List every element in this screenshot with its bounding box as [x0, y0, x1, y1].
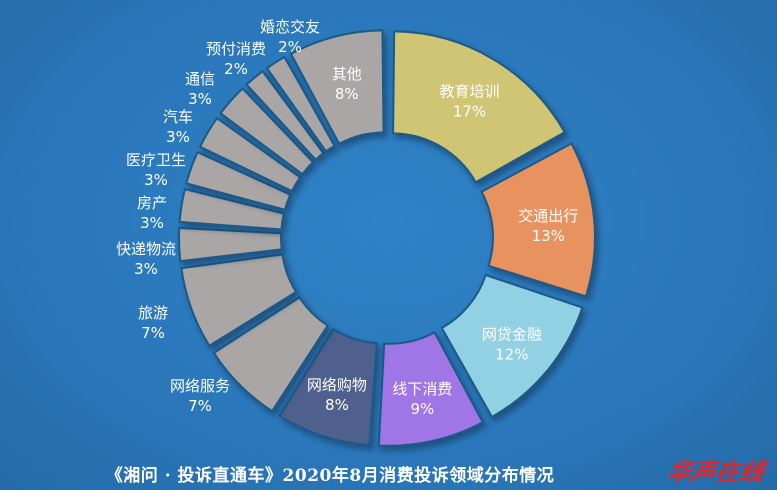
slice-8 — [178, 226, 283, 263]
slice-name-label: 网络购物 — [307, 376, 367, 394]
slice-value-label: 8% — [335, 85, 359, 103]
slices-group — [178, 29, 596, 447]
slice-name-label: 汽车 — [163, 108, 193, 126]
svg-text:华声在线: 华声在线 — [668, 457, 770, 486]
slice-7 — [180, 253, 298, 348]
slice-name-label: 网贷金融 — [482, 325, 542, 343]
slice-15 — [289, 29, 385, 146]
slice-value-label: 7% — [141, 324, 165, 342]
slice-name-label: 旅游 — [138, 304, 168, 322]
slice-3 — [440, 273, 584, 419]
slice-14 — [265, 55, 336, 153]
slice-value-label: 3% — [166, 128, 190, 146]
slice-name-label: 网络服务 — [170, 377, 230, 395]
slice-name-label: 线下消费 — [392, 380, 452, 398]
slice-name-label: 其他 — [332, 65, 362, 83]
slice-value-label: 9% — [410, 400, 434, 418]
slice-name-label: 预付消费 — [206, 40, 266, 58]
slice-value-label: 8% — [325, 396, 349, 414]
slice-value-label: 13% — [532, 227, 565, 245]
slice-2 — [480, 142, 596, 298]
slice-13 — [245, 69, 325, 162]
slice-value-label: 17% — [453, 103, 486, 121]
slice-name-label: 教育培训 — [439, 83, 499, 101]
slice-name-label: 房产 — [137, 194, 167, 212]
slice-6 — [212, 295, 330, 413]
slice-value-label: 2% — [278, 38, 302, 56]
chart-title: 《湘问 · 投诉直通车》2020年8月消费投诉领域分布情况 — [105, 466, 555, 486]
slice-name-label: 交通出行 — [518, 207, 578, 225]
slice-value-label: 3% — [134, 260, 158, 278]
slice-name-label: 快递物流 — [116, 240, 176, 258]
slice-9 — [178, 187, 286, 231]
slice-11 — [198, 116, 302, 193]
slice-4 — [377, 331, 485, 447]
slice-value-label: 3% — [140, 214, 164, 232]
outside-labels-group: 网络服务7%旅游7%快递物流3%房产3%医疗卫生3%汽车3%通信3%预付消费2%… — [116, 18, 320, 415]
slice-value-label: 7% — [188, 397, 212, 415]
slice-name-label: 通信 — [185, 70, 215, 88]
brand-logo: 华声在线 — [668, 457, 770, 486]
slice-12 — [219, 87, 315, 176]
slice-value-label: 3% — [144, 171, 168, 189]
inside-labels-group: 教育培训 17% 交通出行 13% 网贷金融 12% 线下消费 9% 网络购物 8% 其他 8% — [307, 65, 578, 418]
slice-1 — [392, 30, 566, 184]
slice-name-label: 婚恋交友 — [260, 18, 320, 36]
slice-value-label: 12% — [495, 345, 528, 363]
slice-value-label: 2% — [224, 60, 248, 78]
slice-name-label: 医疗卫生 — [126, 151, 186, 169]
slice-value-label: 3% — [188, 90, 212, 108]
slice-5 — [278, 327, 378, 447]
slice-10 — [185, 150, 292, 211]
